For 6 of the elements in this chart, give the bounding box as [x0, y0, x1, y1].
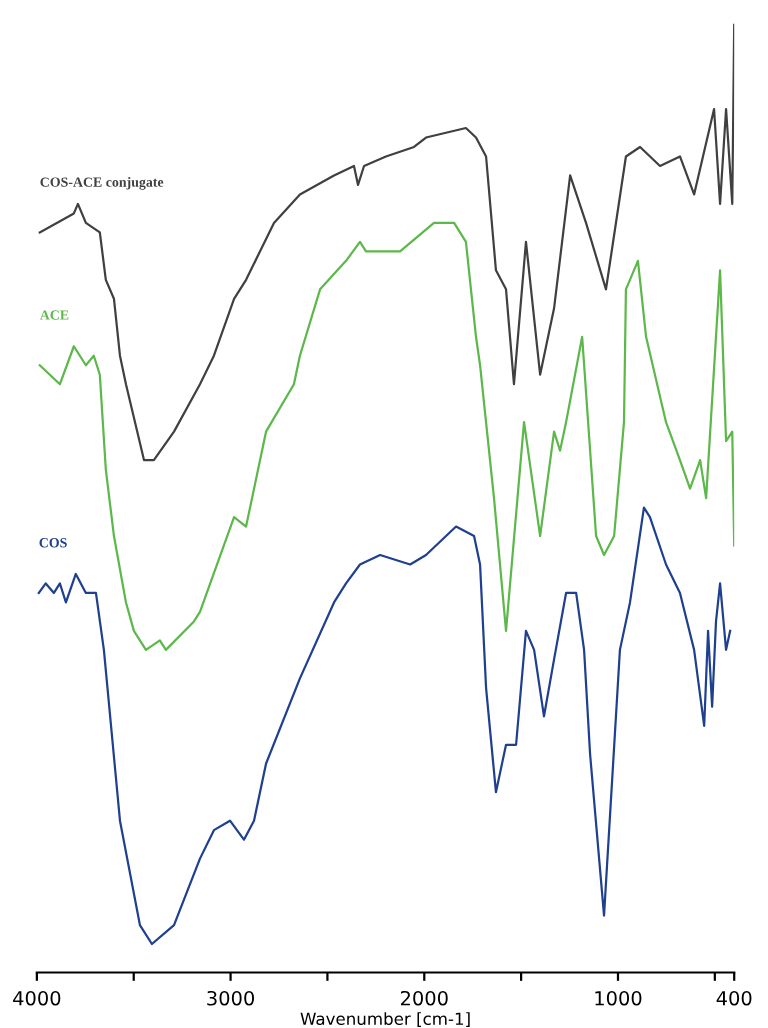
- x-tick-label: 2000: [400, 990, 448, 1006]
- x-axis-title: Wavenumber [cm-1]: [300, 1012, 470, 1027]
- x-tick-label: 400: [716, 990, 752, 1006]
- x-tick-label: 1000: [595, 990, 642, 1006]
- x-tick-label: 3000: [207, 990, 255, 1006]
- x-tick-label: 4000: [13, 990, 61, 1006]
